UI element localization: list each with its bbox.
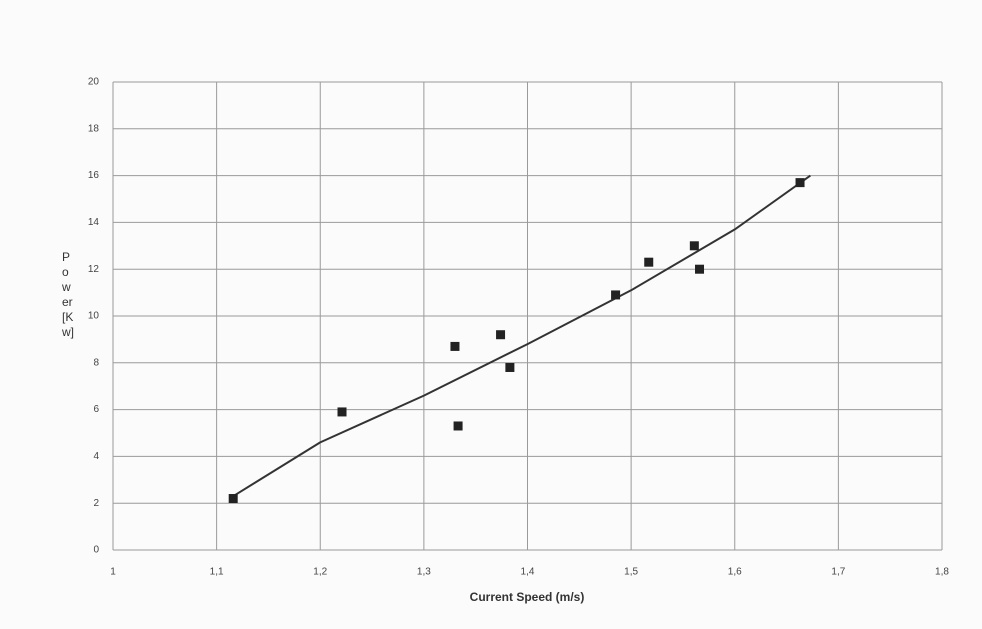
x-tick-label: 1,6 — [728, 567, 742, 578]
y-tick-label: 20 — [88, 77, 100, 88]
data-point — [690, 241, 699, 250]
y-tick-label: 4 — [93, 451, 99, 462]
x-tick-label: 1,4 — [521, 567, 535, 578]
data-point — [611, 290, 620, 299]
data-point — [505, 363, 514, 372]
y-tick-label: 0 — [93, 545, 99, 556]
y-tick-label: 16 — [88, 170, 100, 181]
x-axis-title: Current Speed (m/s) — [470, 590, 585, 604]
y-axis-title: o — [62, 265, 69, 279]
y-tick-label: 14 — [88, 217, 100, 228]
data-point — [496, 330, 505, 339]
data-point — [229, 494, 238, 503]
x-tick-label: 1,5 — [624, 567, 638, 578]
x-tick-label: 1 — [110, 567, 116, 578]
y-tick-label: 2 — [93, 498, 99, 509]
y-axis-title: w] — [61, 325, 74, 339]
y-axis-title: w — [61, 280, 71, 294]
y-axis-title: er — [62, 295, 73, 309]
y-axis-title: [K — [62, 310, 73, 324]
data-point — [796, 178, 805, 187]
data-point — [338, 407, 347, 416]
y-tick-label: 8 — [93, 357, 99, 368]
x-tick-label: 1,7 — [831, 567, 845, 578]
x-tick-label: 1,2 — [313, 567, 327, 578]
y-tick-label: 10 — [88, 311, 100, 322]
data-point — [454, 421, 463, 430]
chart: Current Speed (m/s) 0 2 4 6 8 10 12 14 16 18 20 1 1,… — [0, 0, 982, 624]
y-tick-label: 6 — [93, 404, 99, 415]
y-axis-title: P — [62, 250, 70, 264]
y-tick-label: 12 — [88, 264, 100, 275]
data-point — [644, 258, 653, 267]
y-tick-label: 18 — [88, 123, 100, 134]
page: {"chart_data": { "type": "scatter", "xla… — [0, 0, 982, 624]
x-tick-label: 1,8 — [935, 567, 949, 578]
x-tick-label: 1,3 — [417, 567, 431, 578]
data-point — [450, 342, 459, 351]
data-point — [695, 265, 704, 274]
x-tick-label: 1,1 — [210, 567, 224, 578]
